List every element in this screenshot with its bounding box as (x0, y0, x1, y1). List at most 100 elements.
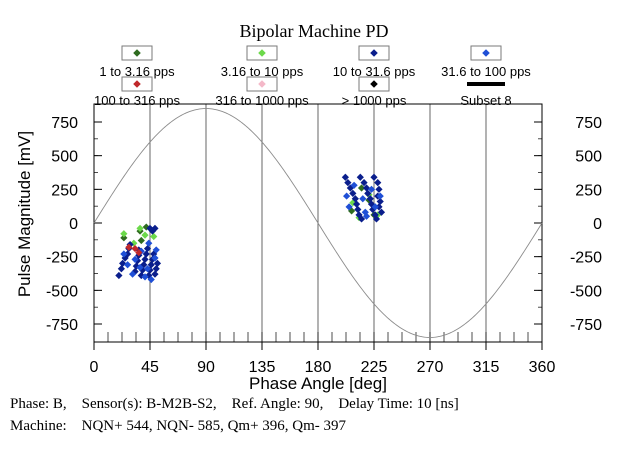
data-point (137, 271, 145, 280)
data-point (356, 173, 364, 181)
y-tick-label-left: -500 (46, 283, 78, 300)
data-point (350, 181, 358, 189)
legend-label: 1 to 3.16 pps (99, 64, 175, 79)
legend-label: 31.6 to 100 pps (441, 64, 531, 79)
data-point (344, 179, 352, 187)
data-point (152, 246, 160, 254)
data-point (132, 262, 140, 270)
data-point (143, 244, 152, 253)
data-point (147, 275, 155, 284)
x-tick-label: 90 (197, 359, 215, 376)
data-point (360, 179, 368, 187)
data-point (349, 199, 357, 207)
legend-label: 10 to 31.6 pps (333, 64, 416, 79)
data-point (343, 192, 351, 200)
x-tick-label: 45 (141, 359, 159, 376)
data-point (341, 173, 349, 181)
data-point (376, 197, 384, 206)
data-point (374, 179, 382, 187)
y-tick-label-left: 250 (51, 182, 78, 199)
data-point (147, 261, 155, 269)
data-point (357, 184, 366, 192)
legend-swatch-box (246, 45, 278, 61)
data-point (366, 195, 374, 203)
data-point (117, 265, 125, 273)
data-point (357, 215, 366, 223)
data-point (124, 261, 132, 269)
data-point (152, 265, 160, 273)
data-point (362, 184, 371, 192)
x-tick-label: 360 (529, 359, 556, 376)
y-tick-label-left: 750 (51, 115, 78, 132)
data-point (125, 243, 133, 251)
data-point (146, 266, 154, 274)
data-point (141, 255, 149, 263)
y-tick-label-left: 500 (51, 149, 78, 166)
y-axis-label: Pulse Magnitude [mV] (15, 131, 34, 297)
legend-label: 3.16 to 10 pps (221, 64, 304, 79)
data-point (151, 270, 159, 278)
data-point (120, 234, 128, 242)
legend-swatch-box (121, 76, 153, 92)
x-tick-label: 0 (90, 359, 99, 376)
legend-swatch-box (470, 45, 502, 61)
y-tick-label-right: 0 (593, 216, 602, 233)
x-tick-label: 270 (417, 359, 444, 376)
data-point (142, 250, 150, 258)
data-point (145, 239, 153, 247)
x-tick-label: 225 (361, 359, 388, 376)
data-point (345, 203, 353, 211)
data-point (377, 208, 386, 216)
legend-swatch-box (246, 76, 278, 92)
data-point (131, 255, 139, 263)
data-point (375, 203, 383, 211)
data-point (348, 207, 356, 215)
y-tick-label-left: 0 (69, 216, 78, 233)
y-tick-label-right: -250 (570, 250, 602, 267)
legend-marker (370, 80, 378, 88)
footer-line-2: Machine: NQN+ 544, NQN- 585, Qm+ 396, Qm… (10, 418, 347, 434)
y-tick-label-left: -250 (46, 250, 78, 267)
data-point (141, 231, 149, 239)
x-tick-label: 315 (473, 359, 500, 376)
data-point (359, 195, 367, 203)
data-point (364, 189, 372, 197)
legend-line-swatch (467, 82, 505, 86)
data-point (354, 205, 362, 214)
y-tick-label-right: -500 (570, 283, 602, 300)
data-point (371, 203, 379, 211)
data-point (135, 249, 143, 257)
x-tick-label: 135 (249, 359, 276, 376)
data-point (120, 230, 128, 238)
data-point (151, 254, 159, 262)
legend-marker (258, 49, 266, 57)
data-point (150, 232, 158, 241)
data-point (151, 224, 159, 232)
footer-line-1: Phase: B, Sensor(s): B-M2B-S2, Ref. Angl… (10, 396, 459, 412)
data-point (145, 271, 153, 280)
data-point (372, 215, 381, 223)
y-tick-label-right: 750 (575, 115, 602, 132)
legend-marker (133, 49, 141, 57)
legend-swatch-box (358, 45, 390, 61)
plot-area: 0 45 90 135 180 225 270 315 360 750 750 500 500 250 25… (46, 103, 602, 376)
x-tick-label: 180 (305, 359, 332, 376)
data-point (143, 265, 152, 273)
data-point (131, 244, 139, 253)
data-point (346, 184, 354, 192)
data-point (153, 259, 162, 267)
data-point (361, 208, 369, 216)
legend-swatch-box (121, 45, 153, 61)
data-point (141, 273, 149, 281)
data-point (120, 250, 128, 258)
data-point (124, 250, 132, 258)
legend-swatch-box (358, 76, 390, 92)
legend-marker (370, 49, 378, 57)
data-point (138, 266, 147, 274)
legend-label: 100 to 316 pps (94, 93, 181, 108)
legend-marker (258, 80, 266, 88)
y-tick-label-right: 500 (575, 149, 602, 166)
y-tick-label-right: 250 (575, 182, 602, 199)
data-point (370, 173, 378, 181)
